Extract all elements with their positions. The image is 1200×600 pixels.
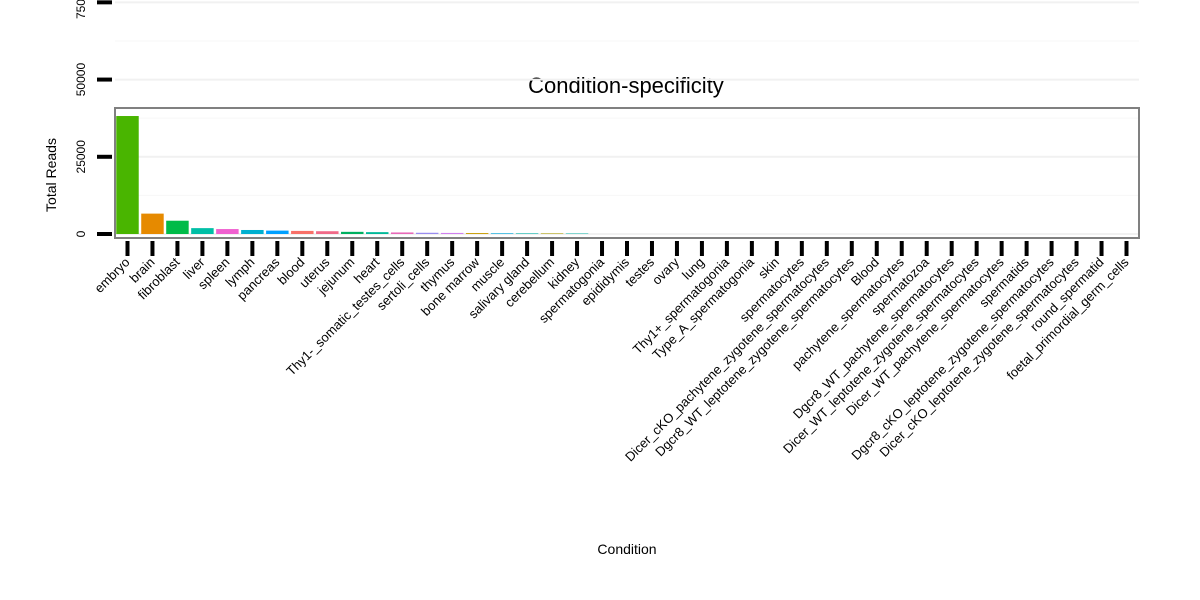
bar-15 <box>490 233 514 234</box>
bar-8 <box>316 231 339 234</box>
bar-6 <box>266 230 289 234</box>
x-tick-label-21: testes <box>622 254 657 289</box>
chart-title: Condition-specificity <box>528 73 724 98</box>
bar-3 <box>191 228 214 234</box>
bar-14 <box>465 233 489 234</box>
x-axis: embryobrainfibroblastliverspleenlymphpan… <box>91 241 1132 464</box>
bar-5 <box>241 229 264 234</box>
bar-1 <box>141 213 164 234</box>
bar-12 <box>415 232 439 234</box>
plot-panel-border <box>114 107 1140 239</box>
bar-11 <box>390 232 414 234</box>
bar-10 <box>366 232 389 234</box>
bars <box>116 116 589 234</box>
y-tick-label-3: 75000 <box>74 0 88 19</box>
bar-4 <box>216 229 239 234</box>
bar-7 <box>291 230 314 234</box>
y-axis-label: Total Reads <box>43 138 59 212</box>
bar-0 <box>116 116 139 234</box>
y-tick-label-1: 25000 <box>74 140 88 174</box>
y-axis: 0 25000 50000 75000 <box>74 0 112 237</box>
x-axis-label: Condition <box>597 541 656 557</box>
y-tick-label-0: 0 <box>74 230 88 237</box>
gridlines <box>115 1 1139 235</box>
x-tick-label-22: ovary <box>649 254 682 287</box>
x-tick-label-29: Dgcr8_WT_leptotene_zygotene_spermatocyte… <box>652 254 857 459</box>
bar-16 <box>515 233 539 234</box>
bar-17 <box>540 233 564 234</box>
bar-2 <box>166 220 189 234</box>
bar-9 <box>341 231 364 234</box>
bar-13 <box>440 232 464 234</box>
y-tick-label-2: 50000 <box>74 63 88 97</box>
